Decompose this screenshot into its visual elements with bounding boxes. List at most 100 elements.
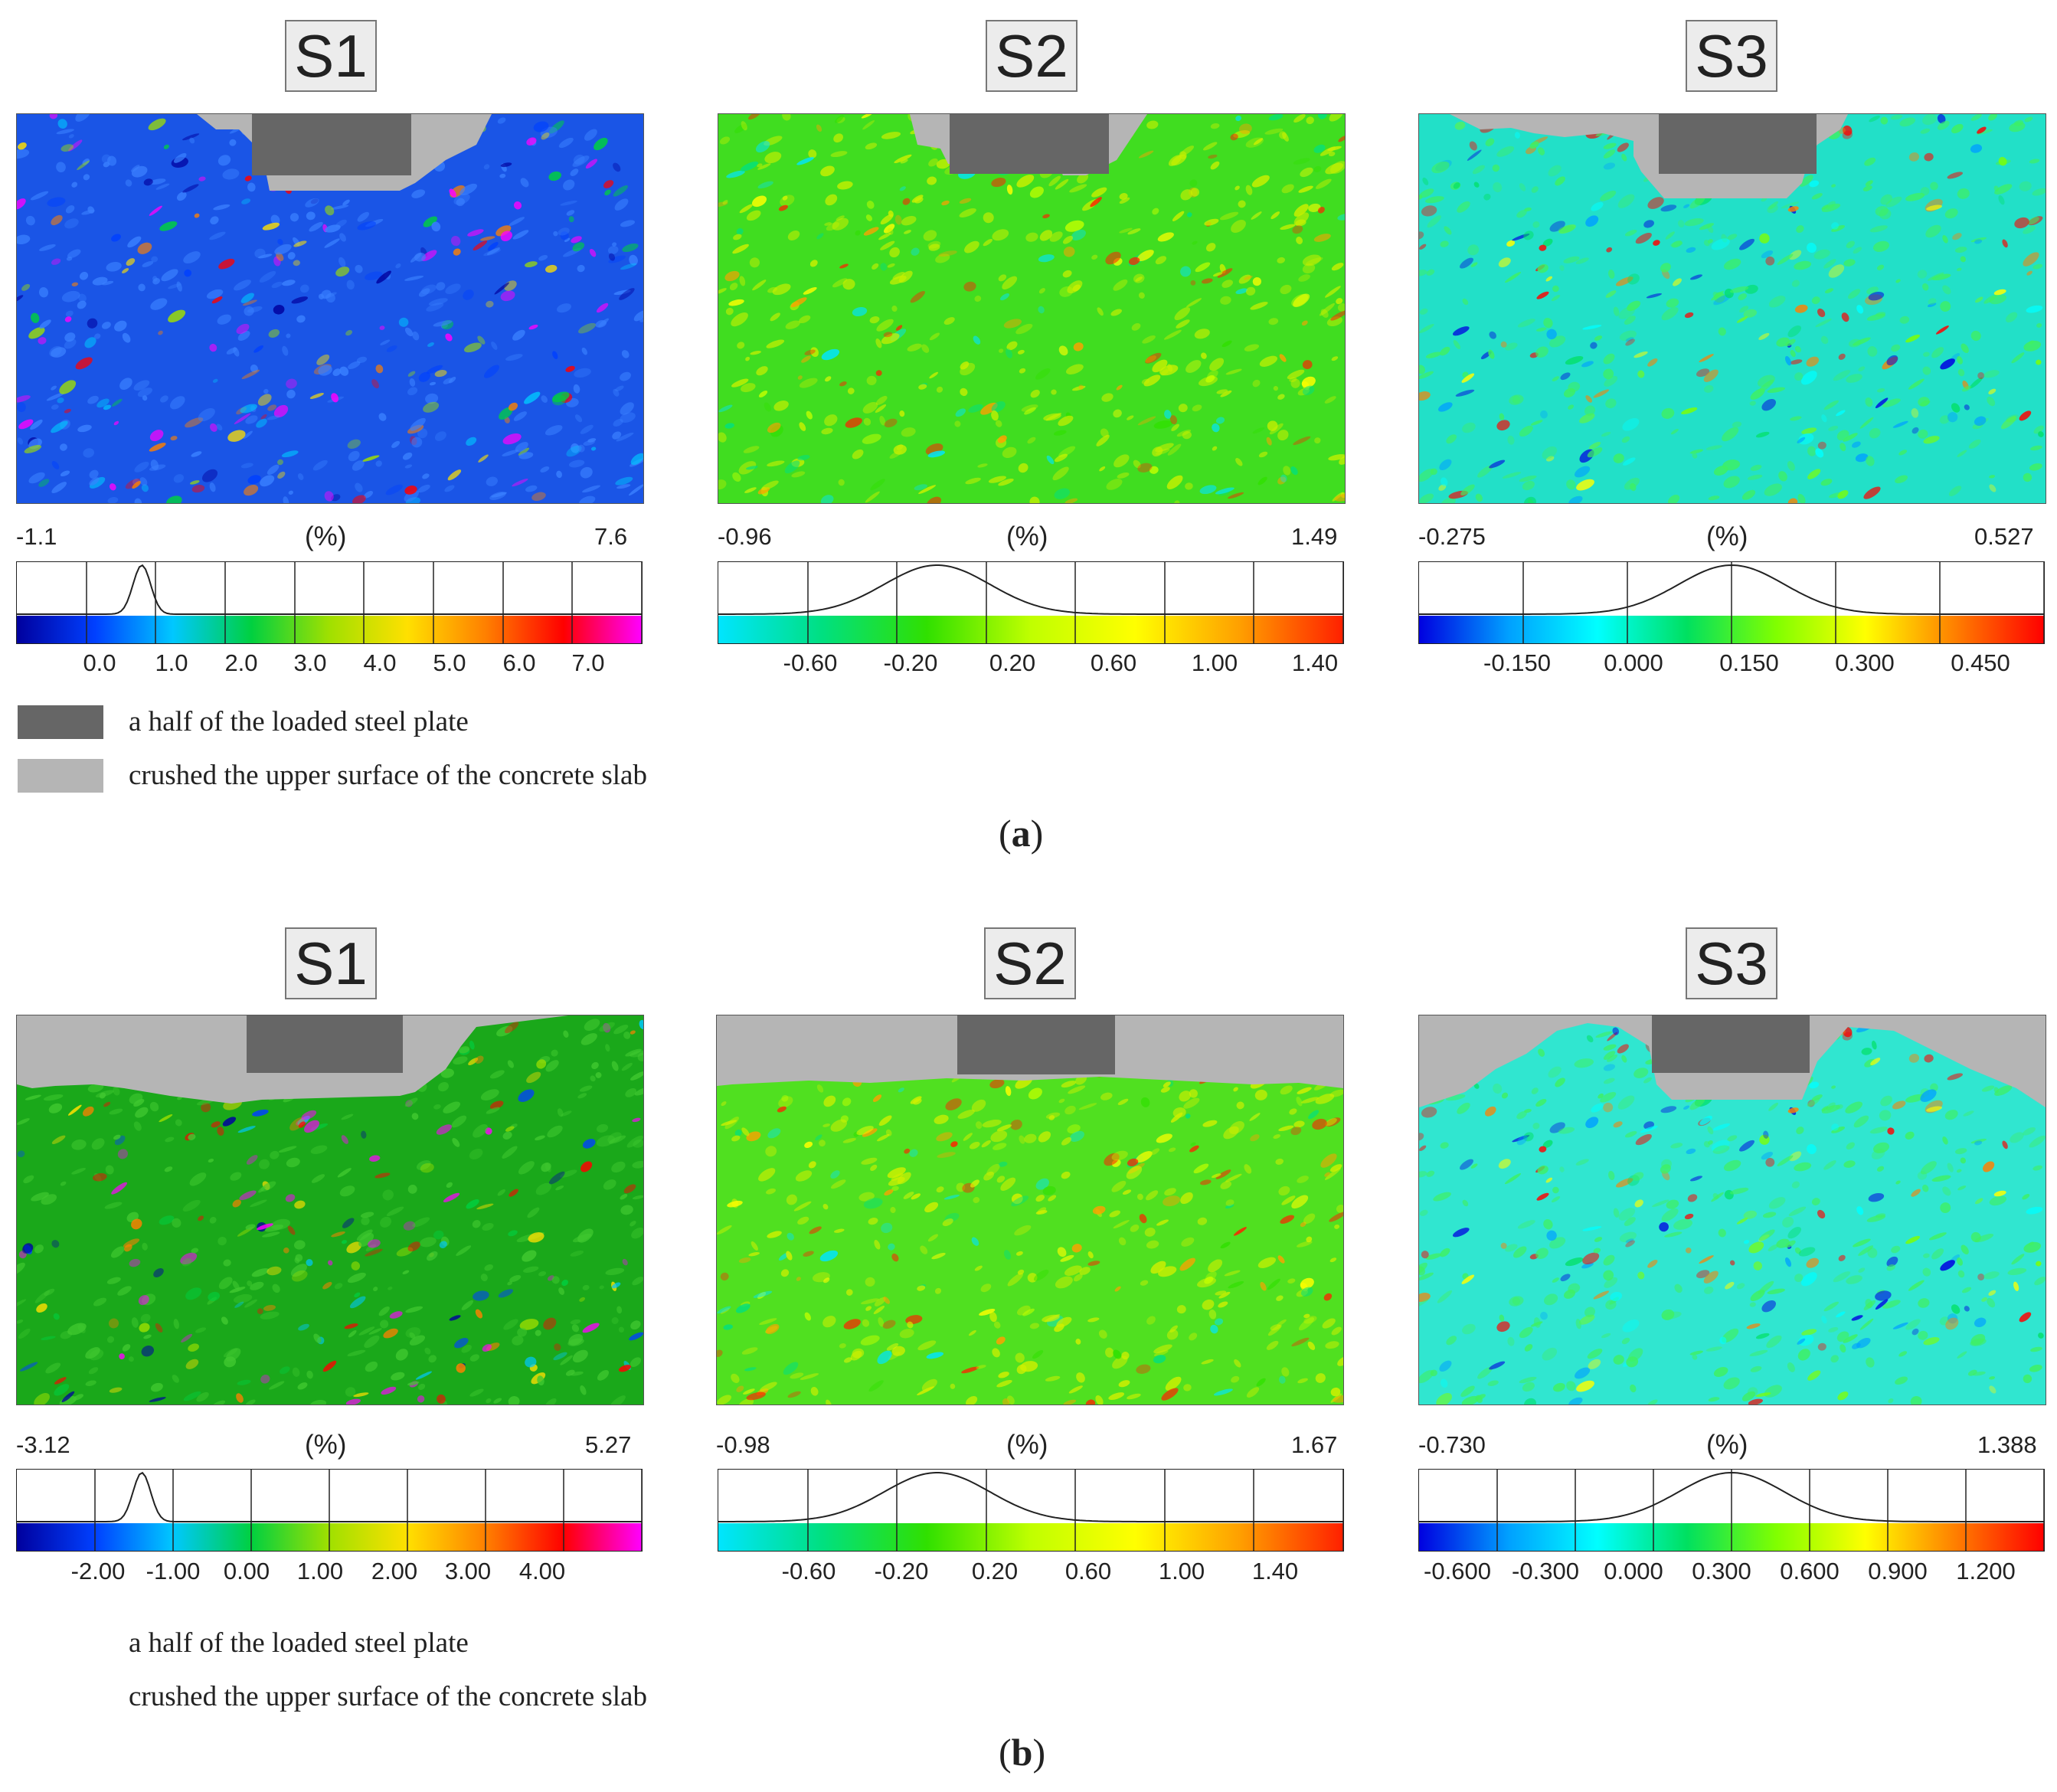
- field-speckle: [1542, 1347, 1558, 1361]
- field-speckle: [2029, 159, 2040, 164]
- field-speckle: [830, 1179, 846, 1189]
- field-speckle: [543, 1317, 557, 1330]
- field-speckle: [159, 221, 178, 231]
- field-speckle: [57, 397, 64, 404]
- field-speckle: [887, 263, 895, 268]
- field-speckle: [1603, 1254, 1615, 1266]
- field-speckle: [874, 1240, 881, 1250]
- field-speckle: [433, 320, 453, 327]
- field-speckle: [1575, 257, 1589, 264]
- field-speckle: [244, 484, 259, 496]
- field-speckle: [767, 286, 777, 293]
- field-speckle: [579, 495, 596, 503]
- field-speckle: [1287, 369, 1305, 380]
- field-speckle: [1768, 296, 1786, 308]
- field-speckle: [1204, 1276, 1214, 1284]
- field-speckle: [1989, 484, 1996, 492]
- field-speckle: [1048, 175, 1061, 187]
- field-speckle: [2038, 1333, 2044, 1339]
- field-speckle: [1048, 1115, 1055, 1120]
- field-speckle: [731, 1135, 741, 1142]
- field-speckle: [833, 133, 843, 143]
- field-speckle: [1630, 1384, 1637, 1393]
- field-speckle: [316, 354, 330, 365]
- field-speckle: [1917, 270, 1928, 279]
- field-speckle: [582, 485, 600, 493]
- field-speckle: [380, 1319, 389, 1329]
- field-speckle: [1696, 368, 1710, 378]
- field-speckle: [1768, 1244, 1779, 1251]
- field-speckle: [891, 1346, 905, 1356]
- field-speckle: [337, 1168, 352, 1178]
- field-speckle: [89, 476, 106, 489]
- field-speckle: [1837, 490, 1849, 499]
- field-speckle: [60, 470, 70, 477]
- field-speckle: [1437, 402, 1453, 412]
- crush-overlay: [717, 1015, 1343, 1088]
- field-speckle: [269, 1381, 285, 1390]
- field-speckle: [1923, 1337, 1940, 1346]
- field-speckle: [1325, 286, 1341, 298]
- field-speckle: [1331, 1326, 1342, 1336]
- field-speckle: [459, 183, 477, 195]
- field-speckle: [505, 1022, 519, 1034]
- field-speckle: [1257, 1257, 1277, 1268]
- field-speckle: [1329, 161, 1345, 174]
- field-speckle: [2036, 322, 2042, 328]
- field-speckle: [553, 231, 558, 237]
- field-speckle: [1765, 256, 1775, 266]
- field-speckle: [1723, 258, 1741, 270]
- field-speckle: [1895, 475, 1908, 484]
- field-speckle: [1045, 1375, 1061, 1382]
- field-speckle: [1189, 1333, 1198, 1341]
- field-speckle: [1139, 1214, 1147, 1224]
- field-speckle: [538, 254, 548, 261]
- field-speckle: [1512, 1246, 1527, 1258]
- field-speckle: [1487, 1380, 1499, 1386]
- field-speckle: [1230, 133, 1238, 141]
- field-speckle: [572, 242, 585, 252]
- field-speckle: [1431, 161, 1450, 174]
- field-speckle: [548, 1171, 565, 1185]
- field-speckle: [1253, 138, 1264, 146]
- field-speckle: [1334, 1224, 1340, 1229]
- field-speckle: [968, 404, 983, 413]
- field-speckle: [1908, 378, 1925, 390]
- field-speckle: [1947, 172, 1964, 179]
- field-speckle: [1764, 483, 1782, 496]
- field-speckle: [868, 1217, 878, 1225]
- field-speckle: [512, 1336, 524, 1346]
- field-speckle: [862, 119, 875, 130]
- field-speckle: [61, 1391, 75, 1403]
- field-speckle: [898, 1087, 904, 1093]
- field-speckle: [1842, 1032, 1853, 1041]
- field-speckle: [1575, 1319, 1581, 1329]
- field-speckle: [929, 332, 940, 341]
- field-speckle: [505, 1126, 515, 1132]
- field-speckle: [1044, 1314, 1060, 1323]
- field-speckle: [168, 309, 186, 323]
- field-speckle: [856, 1126, 874, 1136]
- field-speckle: [1440, 240, 1449, 247]
- field-speckle: [1974, 1317, 1987, 1328]
- field-speckle: [819, 1140, 826, 1147]
- field-speckle: [1784, 355, 1792, 366]
- field-speckle: [1297, 1087, 1312, 1094]
- field-speckle: [1133, 459, 1141, 469]
- field-speckle: [378, 413, 387, 421]
- field-speckle: [1590, 342, 1598, 349]
- field-speckle: [1699, 354, 1714, 363]
- field-speckle: [1727, 234, 1738, 240]
- field-speckle: [832, 217, 849, 231]
- tick-label: 0.20: [989, 649, 1036, 676]
- field-speckle: [959, 198, 972, 204]
- field-speckle: [1647, 358, 1658, 367]
- field-speckle: [1703, 239, 1710, 247]
- field-speckle: [1886, 1256, 1898, 1267]
- field-speckle: [1087, 1317, 1100, 1323]
- field-speckle: [1755, 1333, 1770, 1339]
- field-speckle: [845, 1289, 853, 1296]
- field-speckle: [1627, 300, 1641, 312]
- field-speckle: [528, 1232, 544, 1243]
- field-speckle: [1767, 387, 1785, 394]
